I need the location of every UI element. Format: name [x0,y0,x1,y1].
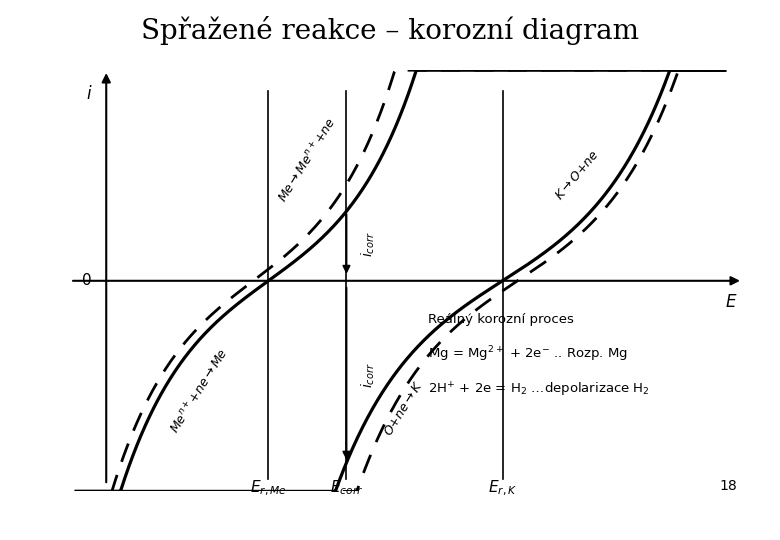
Text: $Me{\rightarrow}Me^{n+}{+}ne$: $Me{\rightarrow}Me^{n+}{+}ne$ [275,115,339,206]
Text: E: E [725,293,736,312]
Text: $O{+}ne{\rightarrow}K$: $O{+}ne{\rightarrow}K$ [381,379,426,438]
Text: $i_{corr}$: $i_{corr}$ [360,362,377,388]
Text: $Me^{n+}{+}ne{\rightarrow}Me$: $Me^{n+}{+}ne{\rightarrow}Me$ [167,346,232,436]
Text: $E_{r,K}$: $E_{r,K}$ [488,479,517,498]
Text: $E_{corr}$: $E_{corr}$ [330,479,363,497]
Text: $K{\rightarrow}O{+}ne$: $K{\rightarrow}O{+}ne$ [553,148,602,203]
Text: i: i [87,85,91,103]
Text: $E_{r,Me}$: $E_{r,Me}$ [250,479,287,498]
Text: 2H$^{+}$ + 2e = H$_2$ …depolarizace H$_2$: 2H$^{+}$ + 2e = H$_2$ …depolarizace H$_2… [427,381,649,400]
Text: Spřažené reakce – korozní diagram: Spřažené reakce – korozní diagram [141,16,639,45]
Text: 0: 0 [82,273,91,288]
Text: 18: 18 [719,479,737,493]
Text: Reálný korozní proces: Reálný korozní proces [427,313,573,326]
Text: Mg = Mg$^{2+}$ + 2e$^{-}$ .. Rozp. Mg: Mg = Mg$^{2+}$ + 2e$^{-}$ .. Rozp. Mg [427,345,627,364]
Text: $i_{corr}$: $i_{corr}$ [360,232,377,258]
